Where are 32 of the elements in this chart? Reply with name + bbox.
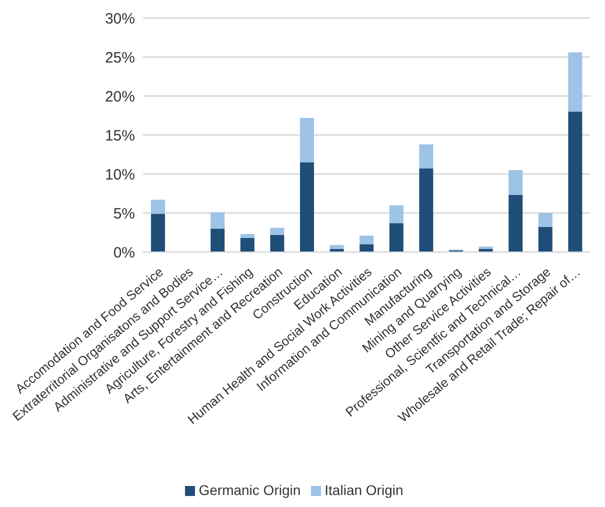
bar <box>270 228 284 235</box>
bar <box>270 234 284 252</box>
y-tick-label: 10% <box>104 166 135 184</box>
bar <box>538 213 552 228</box>
bar <box>419 144 434 169</box>
bar <box>389 223 404 252</box>
bar <box>210 228 225 252</box>
y-tick-label: 0% <box>113 244 135 262</box>
bar <box>330 244 344 249</box>
bar <box>508 195 523 252</box>
y-tick-label: 20% <box>104 88 135 106</box>
bar <box>300 162 314 252</box>
bar <box>389 205 404 224</box>
bar <box>240 238 254 252</box>
bar <box>360 236 374 244</box>
y-tick-label: 30% <box>104 10 135 28</box>
bar <box>240 234 254 238</box>
legend-label: Italian Origin <box>324 482 404 498</box>
y-tick-label: 15% <box>104 127 135 144</box>
y-tick-label: 5% <box>113 205 135 222</box>
bar <box>360 244 374 252</box>
bar <box>151 200 165 214</box>
y-tick-label: 25% <box>104 49 135 66</box>
bar <box>151 214 165 252</box>
bar <box>300 118 314 162</box>
bar <box>568 52 582 112</box>
bar <box>538 227 552 252</box>
legend-label: Germanic Origin <box>198 482 301 498</box>
bar <box>568 112 582 252</box>
bar <box>419 168 434 252</box>
bar <box>210 212 225 229</box>
bar <box>508 170 523 196</box>
